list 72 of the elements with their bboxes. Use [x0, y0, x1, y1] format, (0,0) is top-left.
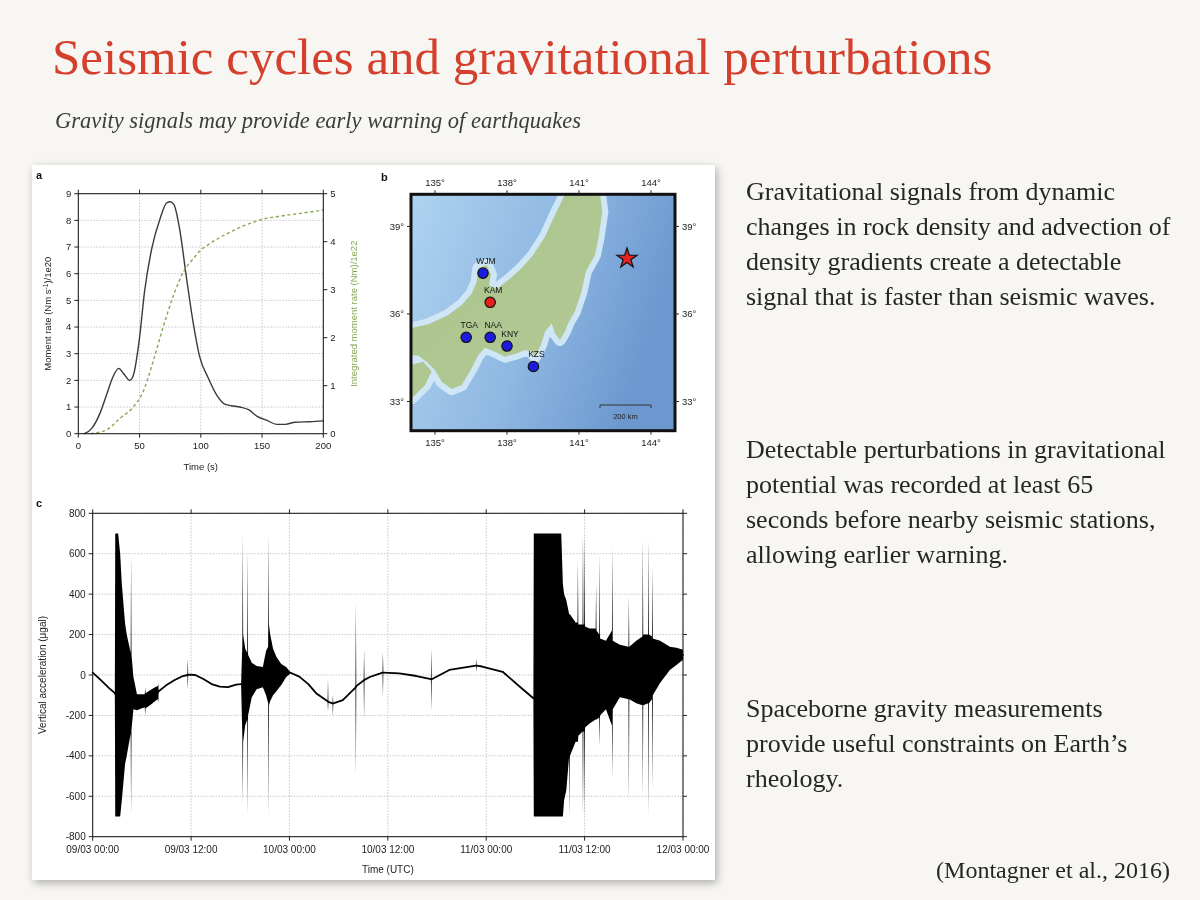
y-tick-label: 9: [66, 188, 72, 200]
text: Detectable perturbations in gravitational potential was recorded at least 65 seconds before nearby seismic stations, allowing earlier warning.: [746, 435, 1166, 569]
x-tick-label: 138°: [497, 177, 518, 189]
x-tick-label: 100: [192, 440, 209, 452]
annotation: NAA: [484, 320, 503, 331]
point: [501, 340, 513, 352]
y-tick-label: -600: [65, 790, 87, 802]
y2-tick-label: 0: [330, 428, 336, 440]
y-tick-label: 800: [69, 507, 87, 519]
x-tick-label: 09/03 00:00: [66, 843, 120, 855]
y2-tick-label: 2: [330, 332, 336, 344]
y2-tick-label: 5: [330, 188, 336, 200]
y2-tick-label: 33°: [682, 395, 697, 407]
point: [460, 331, 472, 344]
point: [477, 267, 489, 279]
point: [484, 296, 496, 309]
y-tick-label: -800: [65, 831, 87, 843]
y-tick-label: -400: [65, 750, 87, 762]
y2-axis-title: Integrated moment rate (Nm)/1e22: [348, 240, 359, 387]
y2-tick-label: 3: [330, 284, 336, 296]
x-tick-label: 200: [315, 440, 332, 452]
y-axis-title: Vertical acceleration (μgal): [37, 615, 48, 735]
x-tick-label: 141°: [569, 177, 590, 189]
y-tick-label: 36°: [389, 308, 405, 320]
text: Spaceborne gravity measurements provide useful constraints on Earth’s rheology.: [746, 694, 1128, 793]
x-tick-label: 09/03 12:00: [164, 843, 218, 855]
text: Gravitational signals from dynamic changes in rock density and advection of density gradients create a detectable signal that is faster than seismic waves.: [746, 177, 1171, 311]
y-tick-label: 6: [66, 268, 72, 280]
y-tick-label: 5: [66, 294, 72, 306]
y-tick-label: 4: [66, 321, 72, 333]
y-tick-label: 3: [66, 348, 72, 360]
x-tick-label: 11/03 00:00: [460, 843, 513, 855]
y-tick-label: 0: [80, 669, 87, 681]
y-tick-label: 2: [66, 374, 72, 386]
annotation: WJM: [476, 256, 496, 267]
text: Gravity signals may provide early warning of earthquakes: [55, 108, 582, 133]
x-axis-title: Time (UTC): [361, 864, 414, 875]
y-tick-label: 400: [69, 588, 87, 600]
annotation: KNY: [501, 329, 520, 340]
y-tick-label: -200: [65, 709, 87, 721]
x-tick-label: 144°: [641, 177, 662, 189]
point: [527, 360, 540, 373]
annotation: TGA: [460, 320, 479, 331]
text: (Montagner et al., 2016): [936, 857, 1170, 883]
point: [484, 331, 496, 344]
y2-tick-label: 1: [330, 380, 336, 392]
x-tick-label: 150: [254, 440, 270, 452]
x-tick-label: 135°: [425, 177, 446, 189]
text: Seismic cycles and gravitational perturbations: [52, 29, 993, 85]
y-tick-label: 33°: [389, 395, 405, 407]
annotation: KAM: [483, 285, 503, 296]
point: [616, 247, 638, 268]
x-tick-label: 10/03 00:00: [263, 843, 317, 855]
x-tick-label: 50: [134, 440, 145, 452]
y2-tick-label: 4: [330, 236, 336, 248]
chart-title: a: [36, 169, 43, 181]
y-tick-label: 1: [66, 401, 72, 413]
y-tick-label: 7: [66, 241, 72, 253]
x-tick-label: 12/03 00:00: [656, 843, 710, 855]
y2-tick-label: 39°: [682, 220, 697, 232]
y-tick-label: 600: [69, 548, 87, 560]
y-tick-label: 39°: [389, 220, 405, 232]
chart-title: b: [381, 171, 388, 183]
x-tick-label: 11/03 12:00: [558, 843, 612, 855]
x-tick-label: 10/03 12:00: [361, 843, 415, 855]
y-tick-label: 8: [66, 214, 72, 226]
y-tick-label: 0: [66, 428, 72, 440]
x-axis-title: Time (s): [183, 461, 219, 472]
annotation: KZS: [528, 349, 545, 360]
y-tick-label: 200: [69, 629, 87, 641]
y2-tick-label: 36°: [682, 308, 697, 320]
chart-title: c: [36, 497, 43, 509]
